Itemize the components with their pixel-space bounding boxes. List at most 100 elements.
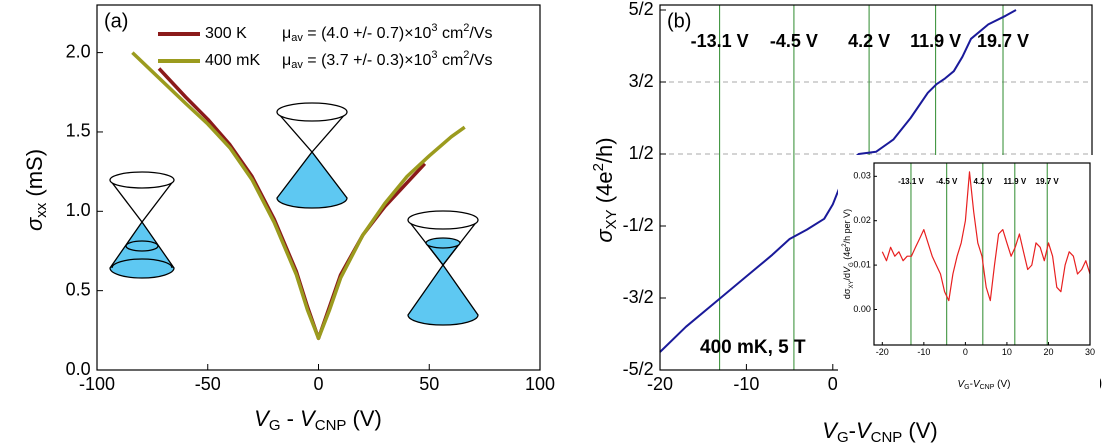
x-tick-label: -20 xyxy=(876,347,889,357)
x-tick-label: 0 xyxy=(313,374,323,394)
panel-label: (b) xyxy=(667,10,691,32)
t: (V) xyxy=(994,379,1010,390)
data-line xyxy=(881,171,1091,302)
x-tick-label: -10 xyxy=(733,374,759,394)
y-tick-label: 5/2 xyxy=(629,0,654,19)
x-tick-label: 30 xyxy=(1085,347,1095,357)
t: cm xyxy=(438,52,464,69)
cone-edge xyxy=(111,258,173,269)
cone-middle xyxy=(276,102,348,209)
t: V xyxy=(254,406,271,431)
t: /Vs xyxy=(469,52,492,69)
t: XY xyxy=(603,209,620,229)
t: V xyxy=(957,379,965,390)
t: σ xyxy=(592,229,617,243)
t: = (4.0 +/- 0.7)×10 xyxy=(303,25,432,42)
cone-rim xyxy=(276,102,348,122)
marker-label: -4.5 V xyxy=(770,31,818,51)
x-tick-label: 10 xyxy=(1002,347,1012,357)
t: (V) xyxy=(902,418,937,443)
annotation: 400 mK, 5 T xyxy=(700,337,806,358)
legend-mobility: μav = (4.0 +/- 0.7)×103 cm2/Vs xyxy=(282,22,493,44)
t: V xyxy=(822,418,839,443)
t: 3 xyxy=(431,22,437,34)
y-tick-label: 3/2 xyxy=(629,71,654,91)
t: V xyxy=(842,266,852,273)
panel-label: (a) xyxy=(104,10,128,32)
t: - xyxy=(970,379,973,390)
t: CNP xyxy=(980,384,995,391)
t: 3 xyxy=(431,49,437,61)
y-tick-label: 0.5 xyxy=(66,279,91,299)
inset-background xyxy=(838,155,1100,395)
t: V xyxy=(856,418,873,443)
y-tick-label: 0.01 xyxy=(853,259,871,269)
y-tick-label: 1/2 xyxy=(629,143,654,163)
cone-right xyxy=(407,210,479,326)
t: /h per V) xyxy=(842,209,852,244)
y-tick-label: 0.02 xyxy=(853,215,871,225)
x-tick-label: -50 xyxy=(195,374,221,394)
cone-top xyxy=(276,111,348,153)
marker-label: 19.7 V xyxy=(977,31,1029,51)
y-tick-label: 1.0 xyxy=(66,200,91,220)
y-tick-label: -1/2 xyxy=(623,215,654,235)
t: 2 xyxy=(463,49,469,61)
x-tick-label: -20 xyxy=(647,374,673,394)
cone-top xyxy=(407,219,479,267)
cone-fill xyxy=(407,263,479,326)
t: CNP xyxy=(315,417,347,434)
y-tick-label: 0.00 xyxy=(853,304,871,314)
y-axis-label: σxx (mS) xyxy=(22,149,50,231)
cone-top xyxy=(109,179,175,224)
marker-label: 19.7 V xyxy=(1036,177,1060,186)
x-tick-label: 0 xyxy=(828,374,838,394)
x-tick-label: 50 xyxy=(419,374,439,394)
t: V xyxy=(300,406,317,431)
x-tick-label: 20 xyxy=(1043,347,1053,357)
t: - xyxy=(849,418,856,443)
marker-label: 4.2 V xyxy=(848,31,890,51)
fermi-level xyxy=(425,237,461,249)
t: /h) xyxy=(592,137,617,163)
t: XY xyxy=(849,281,855,289)
t: V xyxy=(973,379,981,390)
t: G xyxy=(269,417,281,434)
legend-mobility: μav = (3.7 +/- 0.3)×103 cm2/Vs xyxy=(282,49,493,71)
t: dσ xyxy=(842,288,852,299)
x-tick-label: 0 xyxy=(963,347,968,357)
marker-label: 4.2 V xyxy=(973,177,992,186)
t: 2 xyxy=(463,22,469,34)
t: /d xyxy=(842,273,852,281)
data-line xyxy=(131,51,466,341)
y-tick-label: 1.5 xyxy=(66,121,91,141)
t: G xyxy=(837,429,849,446)
marker-label: 11.9 V xyxy=(1003,177,1026,186)
y-tick-label: 2.0 xyxy=(66,41,91,61)
y-axis-label: dσXY/dVG (4e2/h per V) xyxy=(842,209,855,299)
data-line xyxy=(659,9,1017,353)
y-tick-label: 0.0 xyxy=(66,359,91,379)
t: CNP xyxy=(871,429,903,446)
marker-label: -13.1 V xyxy=(898,177,924,186)
y-tick-label: 0.03 xyxy=(853,171,871,181)
x-tick-label: -10 xyxy=(917,347,930,357)
t: σ xyxy=(22,217,47,231)
t: 2 xyxy=(842,243,848,247)
t: (4e xyxy=(592,171,617,209)
t: xx xyxy=(33,202,50,218)
t: - xyxy=(280,406,300,431)
y-tick-label: -5/2 xyxy=(623,359,654,379)
cone-rim xyxy=(109,171,175,189)
t: av xyxy=(291,59,303,71)
t: G xyxy=(964,384,969,391)
t: μ xyxy=(282,52,291,69)
t: cm xyxy=(438,25,464,42)
plot-frame xyxy=(873,162,1091,346)
cone-fill xyxy=(276,150,348,209)
cone-left xyxy=(109,171,175,279)
t: = (3.7 +/- 0.3)×10 xyxy=(303,52,432,69)
